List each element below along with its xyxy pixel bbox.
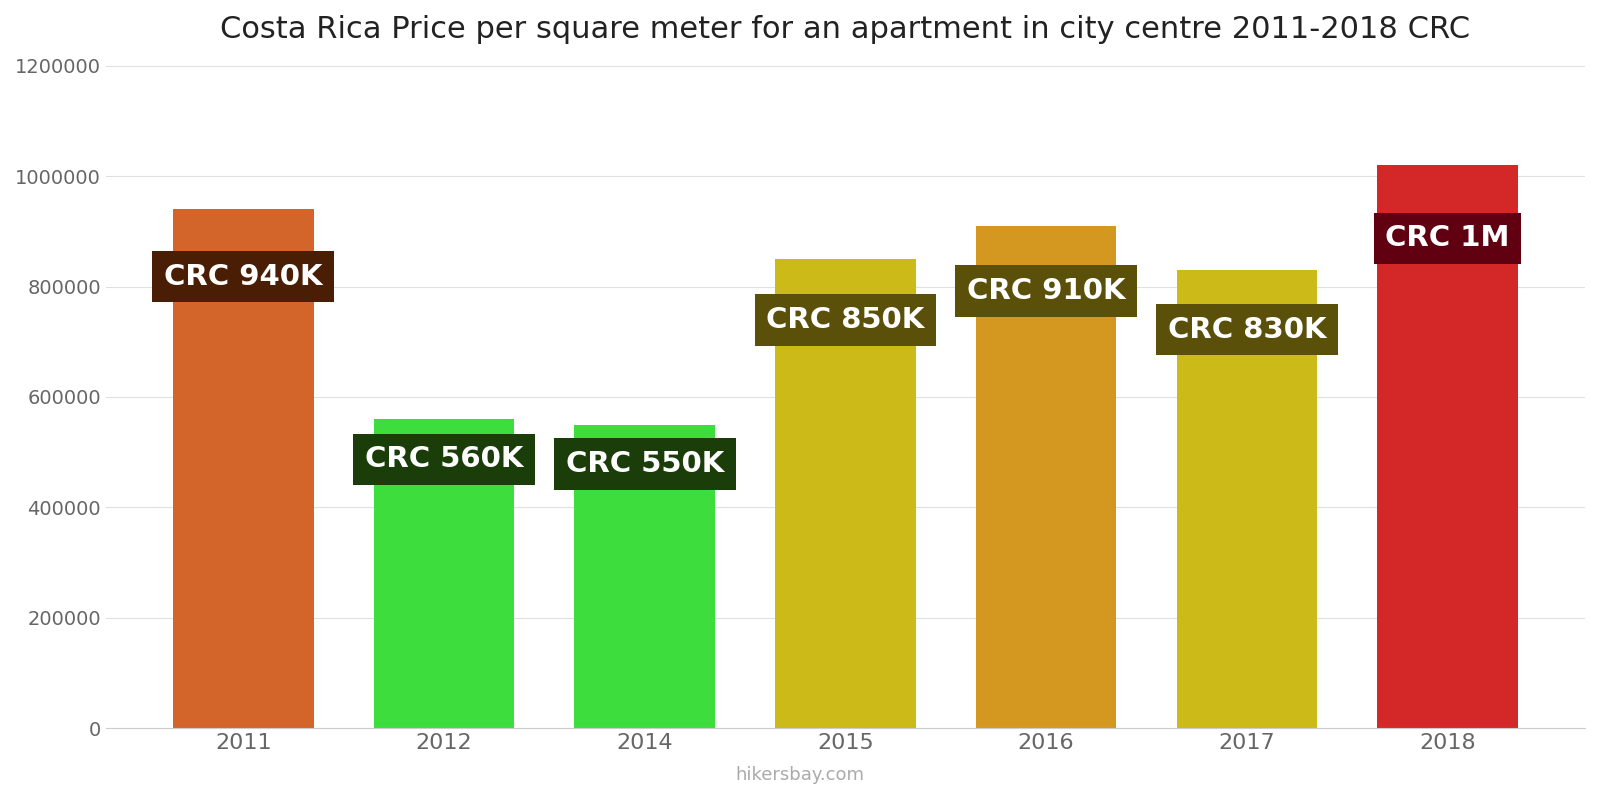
Bar <box>173 210 314 728</box>
Bar <box>1176 270 1317 728</box>
Text: CRC 850K: CRC 850K <box>766 306 925 334</box>
Text: hikersbay.com: hikersbay.com <box>736 766 864 784</box>
Text: CRC 550K: CRC 550K <box>566 450 723 478</box>
Text: CRC 560K: CRC 560K <box>365 446 523 474</box>
Text: CRC 1M: CRC 1M <box>1386 224 1510 252</box>
Bar <box>1378 165 1518 728</box>
Bar <box>976 226 1117 728</box>
Bar <box>574 425 715 728</box>
Text: CRC 830K: CRC 830K <box>1168 315 1326 343</box>
Title: Costa Rica Price per square meter for an apartment in city centre 2011-2018 CRC: Costa Rica Price per square meter for an… <box>221 15 1470 44</box>
Bar <box>374 419 514 728</box>
Text: CRC 910K: CRC 910K <box>966 277 1125 305</box>
Text: CRC 940K: CRC 940K <box>165 262 323 290</box>
Bar <box>774 259 915 728</box>
